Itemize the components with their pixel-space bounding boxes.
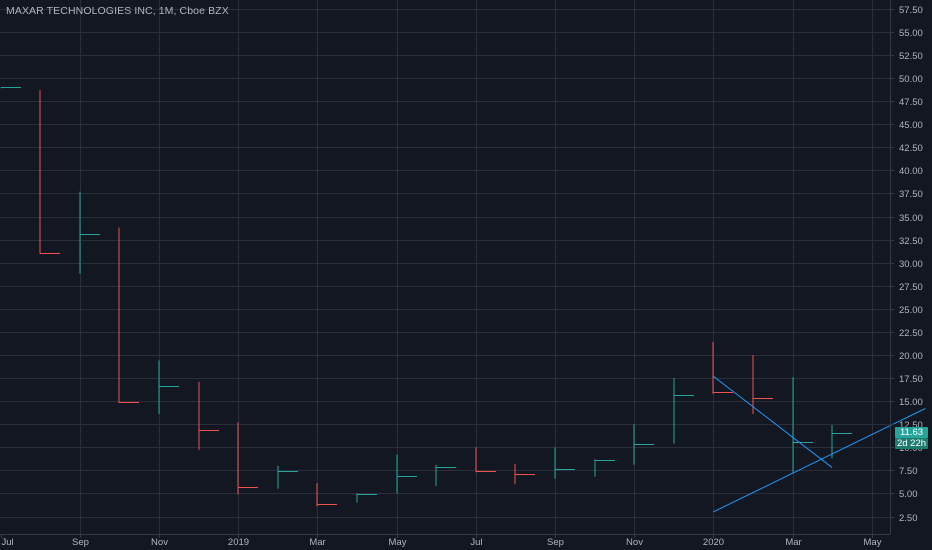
time-tick-label: Sep xyxy=(547,537,564,548)
price-tick-label: 12.50 xyxy=(899,420,923,431)
time-tick-label: Nov xyxy=(151,537,168,548)
time-tick-label: Nov xyxy=(626,537,643,548)
time-tick-label: 2019 xyxy=(228,537,249,548)
price-tick-label: 57.50 xyxy=(899,5,923,16)
price-tick-label: 32.50 xyxy=(899,236,923,247)
price-tick-label: 50.00 xyxy=(899,74,923,85)
price-tick-label: 55.00 xyxy=(899,28,923,39)
time-axis[interactable]: Jul Sep Nov 2019 Mar May Jul Sep Nov 2020 Mar May xyxy=(1,534,882,548)
ohlc-bar xyxy=(198,381,219,451)
price-tick-label: 20.00 xyxy=(899,351,923,362)
time-tick-label: May xyxy=(389,537,407,548)
price-tick-label: 30.00 xyxy=(899,259,923,270)
ohlc-bar xyxy=(712,342,733,394)
ohlc-bar xyxy=(594,459,615,477)
price-tick-label: 5.00 xyxy=(899,489,918,500)
ohlc-bar xyxy=(633,424,654,465)
trendline[interactable] xyxy=(712,375,833,468)
ohlc-bar xyxy=(158,360,179,415)
chart-grid xyxy=(0,0,890,534)
ohlc-bar xyxy=(435,464,456,487)
price-tick-label: 2.50 xyxy=(899,513,918,524)
price-tick-label: 42.50 xyxy=(899,143,923,154)
time-tick-label: Sep xyxy=(72,537,89,548)
symbol-title: MAXAR TECHNOLOGIES INC, 1M, Cboe BZX xyxy=(6,5,229,17)
ohlc-bar xyxy=(277,465,298,489)
time-tick-label: Jul xyxy=(2,537,14,548)
price-tick-label: 25.00 xyxy=(899,305,923,316)
ohlc-bar xyxy=(0,87,21,89)
time-tick-label: May xyxy=(864,537,882,548)
ohlc-bar xyxy=(752,354,773,415)
price-tick-label: 15.00 xyxy=(899,397,923,408)
bar-countdown-badge: 2d 22h xyxy=(895,438,928,449)
time-tick-label: Mar xyxy=(785,537,801,548)
price-tick-label: 17.50 xyxy=(899,374,923,385)
price-tick-label: 35.00 xyxy=(899,213,923,224)
ohlc-bar xyxy=(79,191,100,274)
ohlc-bar xyxy=(396,454,417,494)
ohlc-bar xyxy=(356,493,377,503)
last-price-badge: 11.63 xyxy=(895,427,928,438)
price-tick-label: 52.50 xyxy=(899,51,923,62)
price-tick-label: 37.50 xyxy=(899,189,923,200)
time-tick-label: Jul xyxy=(470,537,482,548)
price-tick-label: 40.00 xyxy=(899,166,923,177)
price-tick-label: 27.50 xyxy=(899,282,923,293)
price-axis[interactable]: 2.505.007.5010.0012.5015.0017.5020.0022.… xyxy=(890,5,923,524)
price-tick-label: 22.50 xyxy=(899,328,923,339)
ohlc-bar xyxy=(316,483,337,507)
ohlc-bar xyxy=(39,90,60,254)
ohlc-bar xyxy=(554,447,575,479)
price-tick-label: 45.00 xyxy=(899,120,923,131)
time-tick-label: Mar xyxy=(309,537,325,548)
price-tick-label: 7.50 xyxy=(899,466,918,477)
ohlc-bar xyxy=(792,377,813,474)
time-tick-label: 2020 xyxy=(703,537,724,548)
ohlc-bar xyxy=(831,425,852,459)
ohlc-bar xyxy=(118,227,139,403)
ohlc-bar xyxy=(475,447,496,473)
ohlc-bar xyxy=(237,422,258,495)
ohlc-bar xyxy=(514,463,535,485)
price-bars xyxy=(0,87,852,507)
price-tick-label: 47.50 xyxy=(899,97,923,108)
ohlc-bar xyxy=(673,378,694,444)
trendline[interactable] xyxy=(713,408,926,513)
trendlines xyxy=(712,375,926,513)
